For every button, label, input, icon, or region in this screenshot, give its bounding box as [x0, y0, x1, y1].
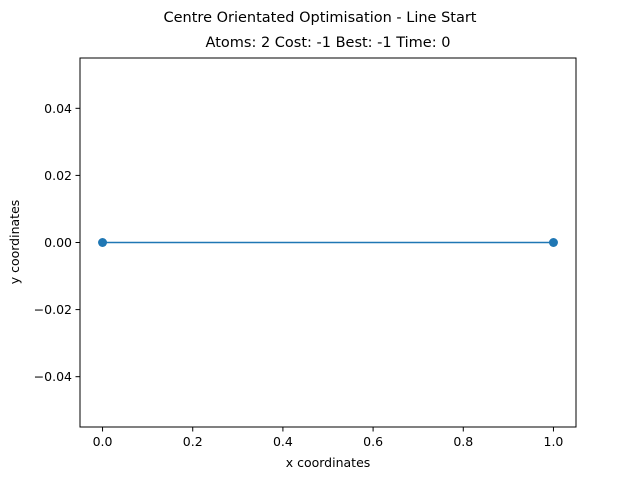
x-tick-label: 0.0	[93, 434, 113, 449]
y-tick-label: −0.04	[34, 369, 72, 384]
y-axis-label: y coordinates	[7, 200, 22, 285]
chart-subtitle: Atoms: 2 Cost: -1 Best: -1 Time: 0	[206, 35, 451, 51]
x-tick-label: 0.4	[273, 434, 293, 449]
plot-area	[98, 238, 558, 247]
y-tick-label: 0.00	[44, 235, 72, 250]
y-tick-label: 0.02	[44, 168, 72, 183]
x-tick-label: 0.6	[363, 434, 383, 449]
data-point	[548, 238, 558, 247]
chart-title: Centre Orientated Optimisation - Line St…	[164, 10, 477, 26]
data-point	[98, 238, 108, 247]
x-axis-label: x coordinates	[286, 455, 371, 470]
x-tick-label: 1.0	[544, 434, 564, 449]
x-tick-label: 0.2	[183, 434, 203, 449]
x-tick-label: 0.8	[453, 434, 473, 449]
y-tick-label: −0.02	[34, 302, 72, 317]
y-tick-label: 0.04	[44, 101, 72, 116]
